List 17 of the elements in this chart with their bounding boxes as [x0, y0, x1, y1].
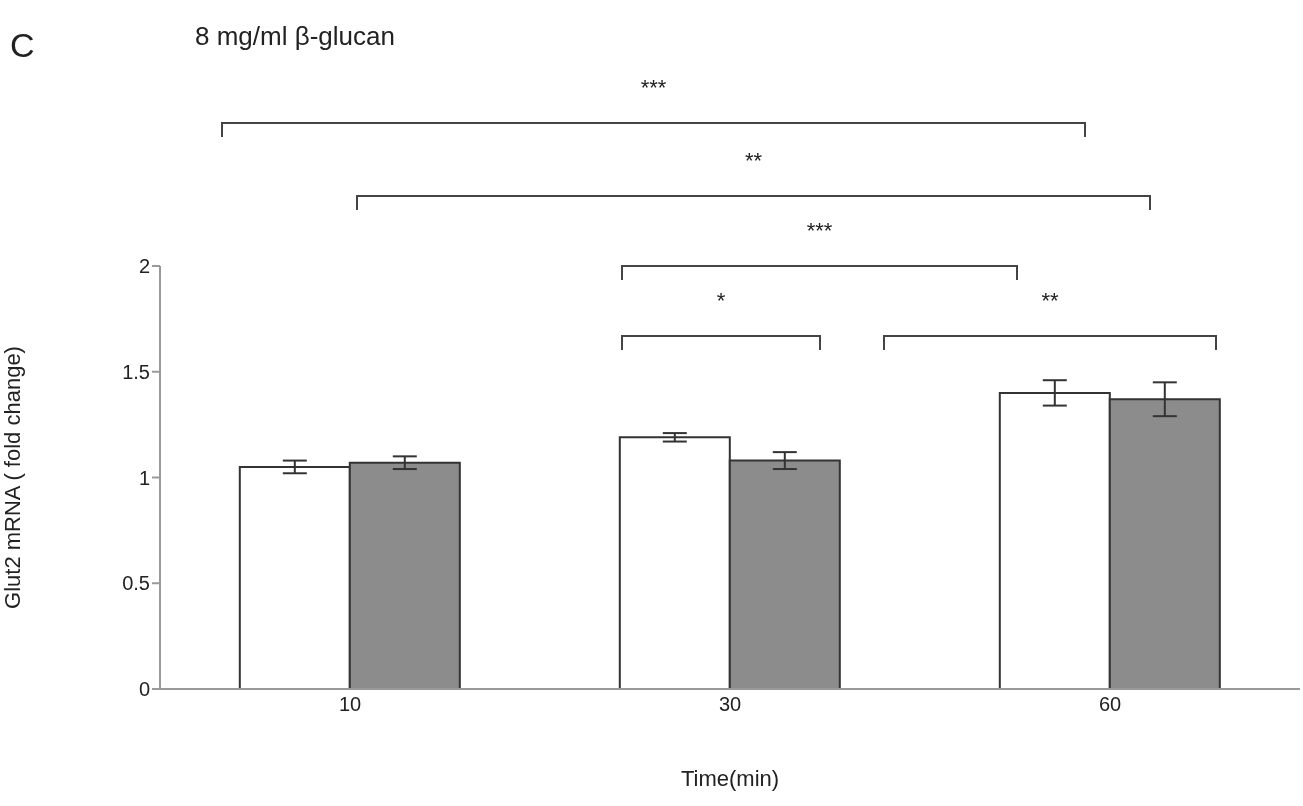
- y-tick-label: 0: [138, 678, 150, 701]
- text: **: [744, 148, 763, 173]
- x-tick-label: 10: [338, 693, 362, 716]
- y-tick-label: 1: [138, 466, 150, 489]
- y-tick-label: 0.5: [122, 572, 150, 595]
- annotation: **: [1041, 288, 1059, 313]
- text: ***: [640, 75, 667, 100]
- y-tick-label: 2: [138, 255, 150, 278]
- y-axis-title: Glut2 mRNA ( fold change): [0, 346, 25, 609]
- x-axis-title: Time(min): [680, 766, 780, 791]
- chart-title: 8 mg/ml β-glucan: [195, 21, 395, 51]
- text: C: [10, 26, 35, 64]
- text: ***: [806, 218, 833, 243]
- x-tick-label: 60: [1098, 693, 1122, 716]
- x-tick-label: 30: [718, 693, 742, 716]
- y-tick-label: 1.5: [122, 360, 150, 383]
- annotation: *: [716, 288, 726, 313]
